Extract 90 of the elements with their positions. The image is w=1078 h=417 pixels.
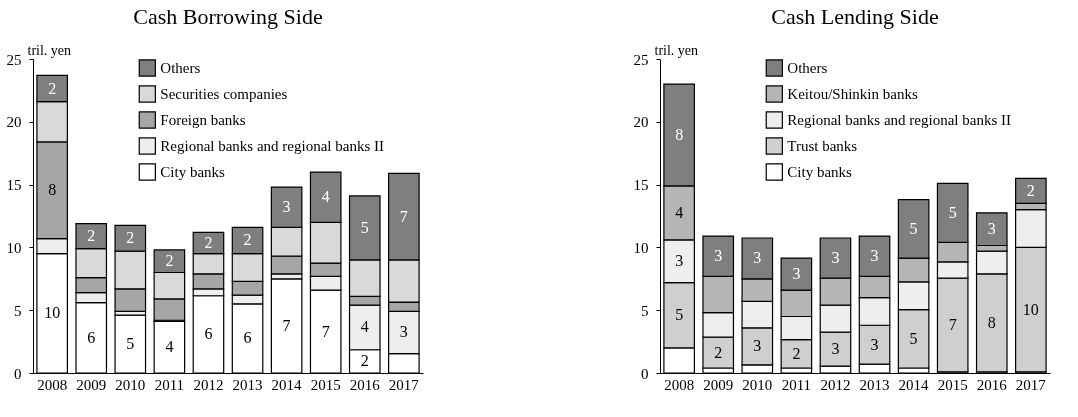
- data-label: 3: [870, 247, 879, 265]
- data-label: 8: [987, 313, 996, 331]
- y-tick-label: 10: [633, 239, 649, 256]
- x-tick-label: 2011: [781, 376, 812, 393]
- x-tick-label: 2015: [310, 376, 341, 393]
- data-label: 3: [987, 220, 996, 238]
- data-label: 2: [714, 343, 723, 361]
- data-label: 5: [909, 329, 918, 347]
- data-label: 5: [948, 203, 957, 221]
- x-tick-label: 2010: [115, 376, 146, 393]
- data-label: 2: [165, 252, 174, 270]
- y-tick-label: 15: [6, 177, 22, 194]
- data-label: 7: [399, 207, 408, 225]
- data-label: 7: [321, 322, 330, 340]
- legend-label: Others: [787, 60, 828, 76]
- data-label: 3: [399, 323, 408, 341]
- y-axis-title: tril. yen: [654, 42, 699, 58]
- x-tick-label: 2016: [349, 376, 381, 393]
- x-tick-label: 2010: [742, 376, 773, 393]
- data-label: 3: [714, 247, 723, 265]
- x-tick-label: 2013: [232, 376, 263, 393]
- data-label: 4: [321, 188, 330, 206]
- y-tick-label: 20: [633, 114, 649, 131]
- x-tick-label: 2013: [859, 376, 890, 393]
- y-tick-label: 25: [6, 51, 22, 68]
- data-label: 5: [126, 335, 135, 353]
- data-label: 5: [675, 306, 684, 324]
- data-label: 3: [870, 335, 879, 353]
- y-tick-label: 0: [641, 365, 649, 382]
- data-label: 2: [792, 344, 801, 362]
- chart-title: Cash Lending Side: [771, 4, 939, 29]
- data-label: 2: [243, 231, 252, 249]
- legend-label: Trust banks: [787, 138, 858, 154]
- x-tick-label: 2015: [937, 376, 968, 393]
- data-label: 3: [831, 249, 840, 267]
- data-label: 8: [48, 181, 57, 199]
- chart-title: Cash Borrowing Side: [133, 4, 323, 29]
- y-tick-label: 0: [14, 365, 22, 382]
- y-tick-label: 5: [14, 302, 22, 319]
- data-label: 4: [675, 203, 684, 221]
- legend-label: City banks: [160, 164, 226, 180]
- legend-label: Regional banks and regional banks II: [787, 112, 1011, 128]
- legend-label: City banks: [787, 164, 853, 180]
- data-label: 6: [204, 325, 213, 343]
- data-label: 2: [360, 352, 369, 370]
- data-label: 4: [360, 318, 369, 336]
- x-tick-label: 2011: [154, 376, 185, 393]
- data-label: 2: [204, 234, 213, 251]
- x-tick-label: 2017: [1015, 376, 1047, 393]
- data-label: 4: [165, 338, 174, 356]
- x-tick-label: 2014: [271, 376, 303, 393]
- x-tick-label: 2009: [76, 376, 107, 393]
- data-label: 6: [87, 328, 96, 346]
- legend-label: Others: [160, 60, 201, 76]
- data-label: 2: [87, 227, 96, 245]
- data-label: 8: [675, 125, 684, 143]
- legend-label: Foreign banks: [160, 112, 246, 128]
- x-tick-label: 2017: [388, 376, 420, 393]
- x-tick-label: 2014: [898, 376, 930, 393]
- data-label: 7: [282, 316, 291, 334]
- x-tick-label: 2009: [703, 376, 734, 393]
- data-label: 6: [243, 329, 252, 347]
- data-label: 7: [948, 315, 957, 333]
- x-tick-label: 2012: [820, 376, 851, 393]
- data-label: 10: [44, 304, 61, 322]
- x-tick-label: 2016: [976, 376, 1008, 393]
- legend-label: Keitou/Shinkin banks: [787, 86, 918, 102]
- data-label: 3: [792, 265, 801, 283]
- data-label: 10: [1022, 300, 1039, 318]
- y-tick-label: 20: [6, 114, 22, 131]
- data-label: 3: [753, 249, 762, 267]
- data-label: 2: [48, 79, 57, 97]
- data-label: 3: [282, 198, 291, 216]
- data-label: 2: [1026, 181, 1035, 199]
- y-tick-label: 5: [641, 302, 649, 319]
- y-tick-label: 25: [633, 51, 649, 68]
- y-tick-label: 10: [6, 239, 22, 256]
- y-axis-title: tril. yen: [27, 42, 72, 58]
- legend-label: Regional banks and regional banks II: [160, 138, 384, 154]
- data-label: 5: [909, 219, 918, 237]
- y-tick-label: 15: [633, 177, 649, 194]
- data-label: 2: [126, 229, 135, 247]
- x-tick-label: 2008: [664, 376, 695, 393]
- legend-label: Securities companies: [160, 86, 288, 102]
- data-label: 3: [675, 252, 684, 270]
- data-label: 5: [360, 218, 369, 236]
- x-tick-label: 2008: [37, 376, 68, 393]
- x-tick-label: 2012: [193, 376, 224, 393]
- data-label: 3: [831, 340, 840, 358]
- data-label: 3: [753, 337, 762, 355]
